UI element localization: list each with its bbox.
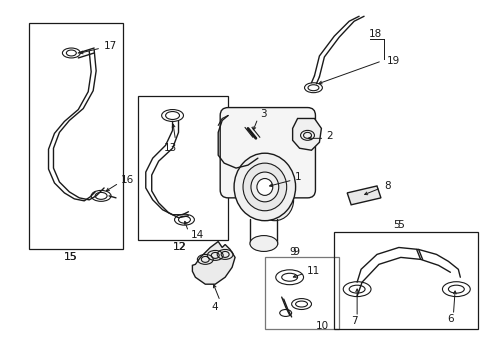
Polygon shape (346, 186, 380, 205)
Text: 9: 9 (289, 247, 295, 257)
Bar (334, 231, 477, 329)
Text: 19: 19 (386, 56, 399, 66)
Text: 16: 16 (121, 175, 134, 185)
Text: 11: 11 (306, 266, 319, 276)
Text: 5: 5 (393, 220, 399, 230)
Ellipse shape (250, 172, 278, 202)
Bar (138, 96, 228, 239)
Text: 18: 18 (368, 29, 382, 39)
Text: 2: 2 (325, 131, 332, 141)
Text: 15: 15 (63, 252, 77, 262)
Ellipse shape (234, 153, 295, 221)
Text: 15: 15 (63, 252, 77, 262)
Polygon shape (192, 242, 235, 284)
Text: 9: 9 (292, 247, 299, 257)
Ellipse shape (255, 179, 293, 221)
Ellipse shape (243, 163, 286, 211)
Ellipse shape (256, 179, 272, 195)
Text: 6: 6 (447, 314, 453, 324)
Text: 8: 8 (383, 181, 390, 191)
Text: 12: 12 (172, 243, 185, 252)
Text: 13: 13 (163, 143, 177, 153)
Bar (264, 257, 339, 329)
Text: 3: 3 (259, 108, 266, 118)
FancyBboxPatch shape (220, 108, 315, 198)
Text: 17: 17 (104, 41, 117, 51)
Text: 7: 7 (350, 316, 357, 326)
Text: 5: 5 (396, 220, 403, 230)
Text: 12: 12 (172, 243, 186, 252)
Ellipse shape (249, 235, 277, 251)
Text: 1: 1 (294, 172, 301, 182)
Bar (29, 23, 122, 249)
Polygon shape (292, 118, 321, 150)
Text: 10: 10 (315, 321, 328, 331)
Text: 4: 4 (211, 302, 218, 312)
Text: 14: 14 (190, 230, 203, 239)
